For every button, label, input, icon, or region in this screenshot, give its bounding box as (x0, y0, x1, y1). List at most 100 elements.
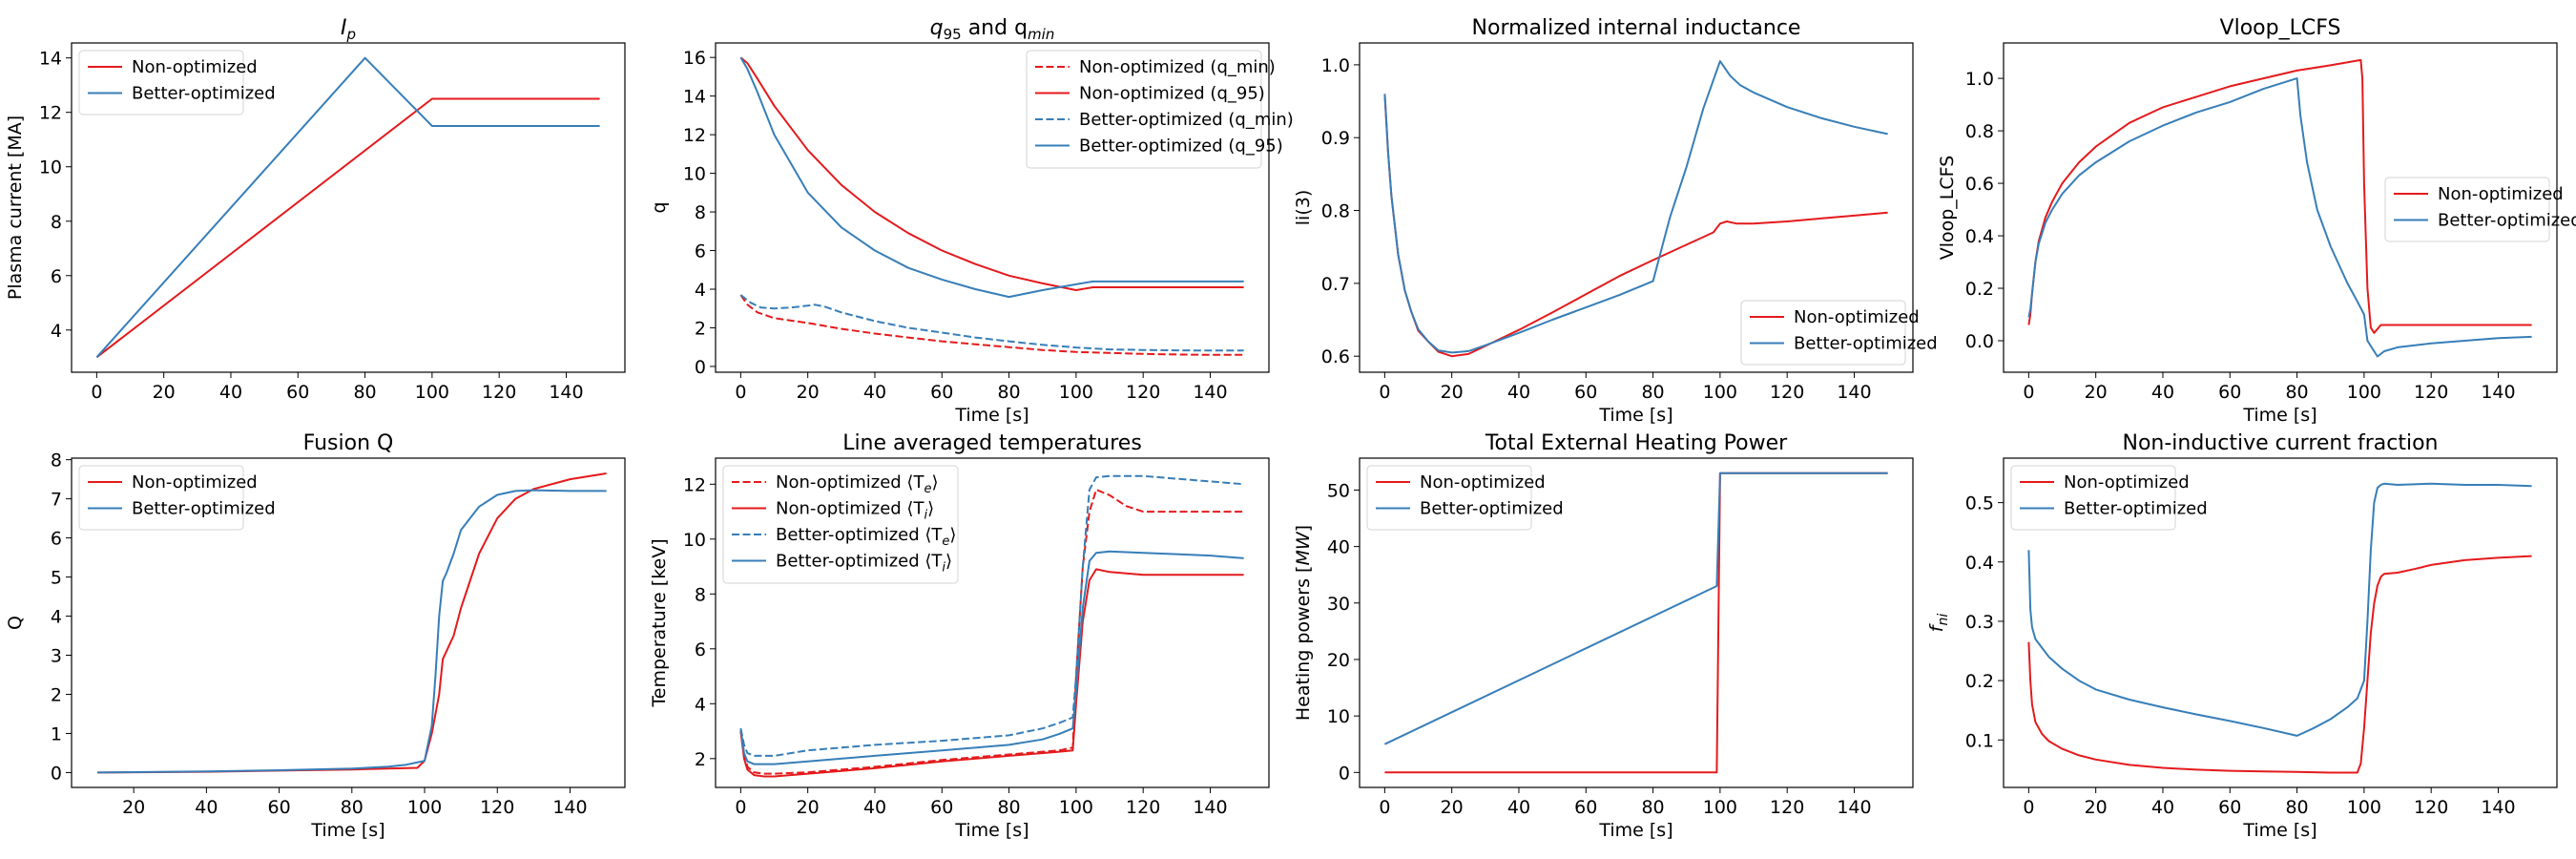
series-line-2 (1383, 60, 1888, 354)
y-tick-label: 5 (51, 568, 62, 589)
x-axis-label: Time [s] (310, 820, 384, 841)
y-tick-label: 4 (51, 607, 62, 628)
series-line-2 (2027, 77, 2532, 358)
y-tick-label: 20 (1327, 650, 1350, 671)
x-tick-label: 20 (2085, 797, 2108, 818)
legend-box (722, 465, 959, 584)
x-tick-label: 100 (1703, 382, 1737, 403)
series-line-3 (739, 474, 1244, 757)
legend-label: Better-optimized (q_min) (1079, 110, 1294, 130)
x-tick-label: 80 (2285, 382, 2308, 403)
x-tick-label: 60 (286, 382, 309, 403)
y-tick-label: 4 (695, 694, 706, 715)
x-axis-label: Time [s] (1598, 405, 1672, 426)
x-tick-label: 120 (482, 382, 516, 403)
x-tick-label: 80 (2285, 797, 2308, 818)
series-line-4 (739, 550, 1244, 765)
y-tick-label: 0.7 (1321, 274, 1350, 295)
axes-frame (71, 42, 626, 373)
x-tick-label: 100 (1059, 797, 1093, 818)
legend-box (1026, 50, 1262, 169)
y-tick-label: 0.8 (1965, 121, 1994, 142)
x-tick-label: 20 (153, 382, 176, 403)
chart-title: Line averaged temperatures (842, 431, 1142, 455)
legend-label: Non-optimized (132, 57, 258, 77)
x-tick-label: 60 (930, 797, 953, 818)
legend-label: Better-optimized ⟨Te⟩ (776, 525, 956, 549)
y-tick-label: 4 (51, 321, 62, 342)
x-tick-label: 120 (480, 797, 514, 818)
chart-title: Ip (341, 16, 356, 43)
legend-label: Better-optimized (2064, 499, 2208, 519)
x-tick-label: 0 (735, 382, 746, 403)
y-tick-label: 2 (51, 684, 62, 705)
y-tick-label: 1.0 (1321, 55, 1350, 76)
x-tick-label: 120 (2414, 797, 2448, 818)
x-axis-label: Time [s] (954, 405, 1028, 426)
legend-label: Non-optimized ⟨Te⟩ (776, 472, 938, 496)
y-axis-label: q (649, 201, 670, 213)
y-axis-label: li(3) (1293, 190, 1314, 225)
legend-label: Better-optimized (2438, 211, 2576, 231)
legend: Non-optimized Better-optimized (2384, 177, 2576, 242)
legend-label: Non-optimized (1794, 307, 1920, 327)
x-tick-label: 40 (219, 382, 242, 403)
y-axis-label: Plasma current [MA] (5, 115, 26, 300)
y-axis-label: Temperature [keV] (649, 538, 670, 707)
legend-label: Non-optimized (q_95) (1079, 84, 1265, 104)
x-tick-label: 140 (549, 382, 583, 403)
chart-title: Total External Heating Power (1485, 431, 1788, 455)
series-line-1 (739, 294, 1244, 356)
x-tick-label: 140 (552, 797, 587, 818)
subplot-3: Normalized internal inductance 0 20 40 60 80 1… (1293, 16, 1938, 426)
y-tick-label: 0.6 (1321, 346, 1350, 367)
subplot-6: Line averaged temperatures 0 20 40 60 80 100 12… (649, 431, 1270, 841)
y-tick-label: 7 (51, 490, 62, 511)
legend-label: Better-optimized (132, 84, 276, 104)
y-tick-label: 16 (683, 48, 706, 69)
x-tick-label: 100 (2347, 382, 2381, 403)
axes-frame (1359, 42, 1914, 373)
y-tick-label: 0 (51, 763, 62, 784)
x-tick-label: 80 (1641, 797, 1664, 818)
y-tick-label: 6 (695, 241, 706, 262)
legend-label: Non-optimized (1420, 472, 1546, 492)
legend: Non-optimized Better-optimized (2010, 465, 2208, 531)
y-tick-label: 8 (695, 584, 706, 605)
axes-frame (1359, 457, 1914, 788)
x-tick-label: 20 (797, 382, 820, 403)
y-tick-label: 8 (695, 202, 706, 223)
x-tick-label: 40 (863, 382, 886, 403)
series-line-1 (2027, 58, 2532, 334)
legend: Non-optimized (q_min) Non-optimized (q_95… (1026, 50, 1294, 169)
legend-label: Non-optimized (q_min) (1079, 57, 1276, 77)
y-tick-label: 0.6 (1965, 174, 1994, 195)
legend-label: Non-optimized (2438, 184, 2564, 204)
x-tick-label: 60 (1574, 797, 1597, 818)
x-axis-label: Time [s] (1598, 820, 1672, 841)
y-tick-label: 40 (1327, 537, 1350, 558)
x-tick-label: 80 (997, 797, 1020, 818)
legend-label: Non-optimized (132, 472, 258, 492)
axes-frame (2003, 457, 2558, 788)
subplot-8: Non-inductive current fraction 0 20 40 60 80 1… (1926, 431, 2558, 841)
x-tick-label: 120 (1770, 382, 1804, 403)
y-tick-label: 2 (695, 318, 706, 339)
series-line-2 (739, 568, 1244, 778)
y-tick-label: 0.4 (1965, 553, 1994, 574)
legend: Non-optimized Better-optimized (78, 50, 276, 115)
series-line-2 (97, 489, 607, 774)
y-tick-label: 4 (695, 280, 706, 301)
legend-label: Non-optimized (2064, 472, 2190, 492)
y-tick-label: 0.4 (1965, 226, 1994, 247)
x-tick-label: 0 (91, 382, 102, 403)
x-tick-label: 100 (407, 797, 442, 818)
x-tick-label: 80 (1641, 382, 1664, 403)
y-axis-label: Heating powers [MW] (1293, 525, 1314, 721)
x-tick-label: 140 (1193, 797, 1227, 818)
y-axis-label: Vloop_LCFS (1937, 156, 1958, 261)
chart-title: Normalized internal inductance (1472, 16, 1801, 40)
y-tick-label: 0.1 (1965, 730, 1994, 751)
y-tick-label: 2 (695, 749, 706, 770)
